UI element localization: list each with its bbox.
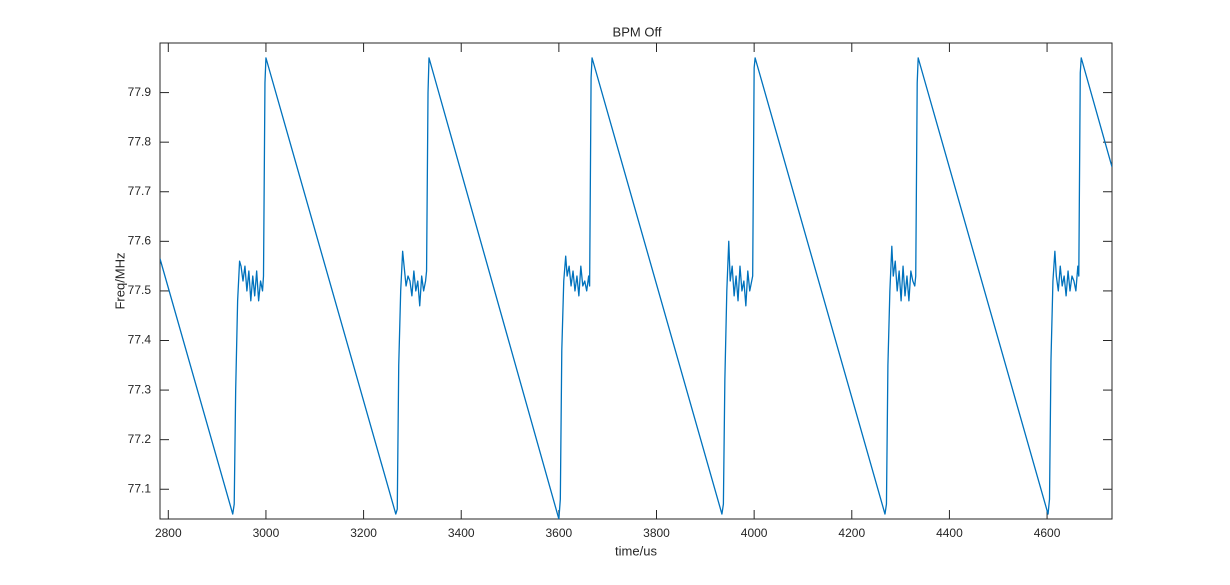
- x-tick-label: 4600: [1034, 526, 1061, 540]
- plot-frame: [159, 42, 1113, 520]
- x-tick-label: 4200: [838, 526, 865, 540]
- y-tick-label: 77.3: [128, 382, 152, 396]
- y-tick-label: 77.4: [128, 333, 152, 347]
- y-tick-label: 77.8: [128, 134, 152, 148]
- y-tick-label: 77.9: [128, 85, 152, 99]
- x-tick-label: 3400: [448, 526, 475, 540]
- data-line: [160, 57, 1112, 519]
- y-tick-label: 77.6: [128, 234, 152, 248]
- x-axis-title: time/us: [615, 543, 657, 558]
- y-tick-label: 77.2: [128, 432, 152, 446]
- x-tick-label: 4400: [936, 526, 963, 540]
- x-tick-label: 3200: [350, 526, 377, 540]
- x-tick-label: 2800: [155, 526, 182, 540]
- y-tick-label: 77.1: [128, 481, 152, 495]
- chart-title: BPM Off: [613, 24, 662, 39]
- x-tick-label: 3800: [643, 526, 670, 540]
- x-tick-label: 4000: [741, 526, 768, 540]
- x-tick-label: 3600: [546, 526, 573, 540]
- y-tick-label: 77.7: [128, 184, 152, 198]
- y-tick-label: 77.5: [128, 283, 152, 297]
- y-axis-title: Freq/MHz: [112, 252, 127, 309]
- x-tick-label: 3000: [253, 526, 280, 540]
